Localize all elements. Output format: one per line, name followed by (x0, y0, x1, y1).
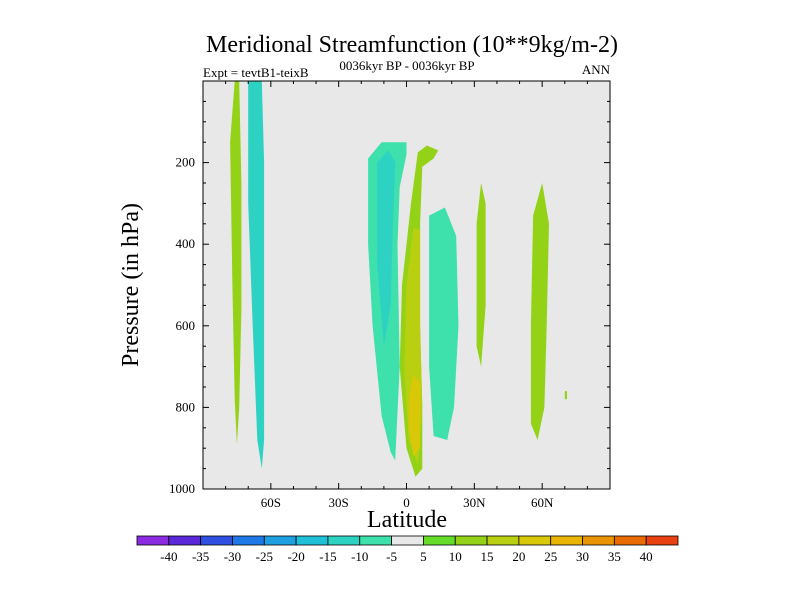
colorbar-label-5: -15 (319, 549, 336, 564)
colorbar-box-8 (391, 535, 424, 546)
chart-title: Meridional Streamfunction (10**9kg/m-2) (206, 32, 618, 58)
x-tick-label-1: 30S (329, 495, 349, 510)
contour-region-3 (377, 150, 396, 347)
colorbar-label-1: -35 (192, 549, 209, 564)
x-tick-label-3: 30N (463, 495, 486, 510)
y-axis-label: Pressure (in hPa) (118, 203, 144, 367)
x-axis-label: Latitude (367, 507, 447, 533)
colorbar-label-14: 35 (608, 549, 621, 564)
colorbar-box-6 (327, 535, 361, 546)
colorbar-label-3: -25 (256, 549, 273, 564)
chart-subtitle: 0036kyr BP - 0036kyr BP (339, 58, 474, 73)
colorbar-label-9: 10 (449, 549, 462, 564)
contour-regions (230, 81, 567, 477)
colorbar-box-5 (295, 535, 329, 546)
y-tick-label-1: 400 (176, 236, 196, 251)
colorbar-box-13 (550, 535, 583, 546)
contour-region-9 (530, 183, 549, 440)
colorbar-box-16 (645, 535, 679, 546)
colorbar-box-10 (454, 535, 488, 546)
colorbar-label-8: 5 (420, 549, 427, 564)
colorbar-box-1 (168, 535, 202, 546)
colorbar-label-10: 15 (481, 549, 494, 564)
colorbar-label-13: 30 (576, 549, 589, 564)
x-tick-label-4: 60N (531, 495, 554, 510)
experiment-label: Expt = tevtB1-teixB (203, 65, 309, 80)
colorbar-label-4: -20 (287, 549, 304, 564)
colorbar-box-15 (613, 535, 647, 546)
colorbar-label-2: -30 (224, 549, 241, 564)
colorbar: -40 -35 -30 -25 -20 -15 -10 -5 5 10 15 20 25 30 35 40 (136, 535, 679, 564)
x-axis-ticks: 60S 30S 0 30N 60N (225, 81, 588, 510)
y-tick-label-0: 200 (176, 155, 196, 170)
colorbar-box-12 (518, 535, 552, 546)
colorbar-label-12: 25 (544, 549, 557, 564)
contour-region-6 (408, 374, 421, 457)
y-tick-label-4: 1000 (169, 481, 195, 496)
colorbar-box-3 (232, 535, 265, 546)
colorbar-label-6: -10 (351, 549, 368, 564)
contour-region-1 (248, 81, 265, 469)
colorbar-label-11: 20 (512, 549, 525, 564)
contour-region-8 (476, 183, 486, 367)
colorbar-label-0: -40 (160, 549, 177, 564)
contour-region-10 (564, 391, 567, 400)
colorbar-label-15: 40 (640, 549, 653, 564)
x-tick-label-0: 60S (261, 495, 281, 510)
x-tick-label-2: 0 (403, 495, 410, 510)
y-axis-ticks: 200 400 600 800 1000 (169, 100, 610, 496)
colorbar-label-7: -5 (386, 549, 397, 564)
contour-region-0 (230, 81, 242, 445)
colorbar-box-2 (200, 535, 233, 546)
colorbar-box-0 (136, 535, 170, 546)
colorbar-box-4 (263, 535, 297, 546)
colorbar-box-14 (582, 535, 615, 546)
colorbar-box-11 (486, 535, 520, 546)
y-tick-label-2: 600 (176, 318, 196, 333)
season-label: ANN (582, 62, 611, 77)
colorbar-box-7 (359, 535, 392, 546)
colorbar-box-9 (423, 535, 456, 546)
contour-region-7 (429, 207, 459, 440)
y-tick-label-3: 800 (176, 399, 196, 414)
